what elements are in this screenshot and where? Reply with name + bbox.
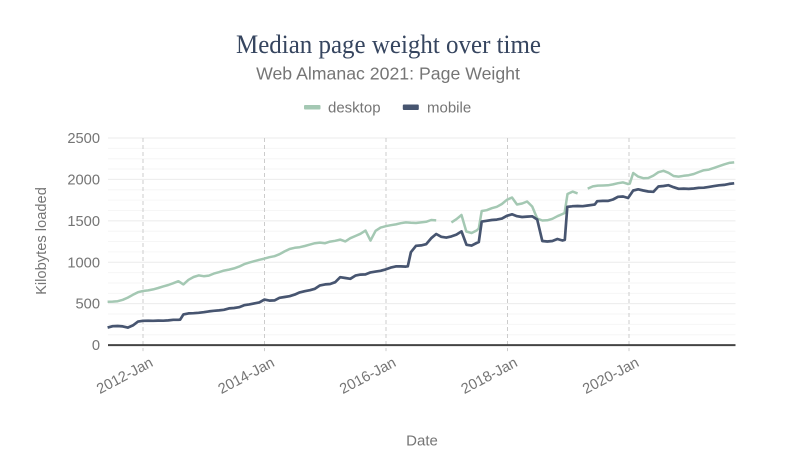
svg-text:desktop: desktop: [328, 100, 381, 117]
svg-text:Kilobytes loaded: Kilobytes loaded: [34, 187, 50, 295]
svg-text:1000: 1000: [67, 255, 100, 271]
svg-text:Date: Date: [406, 433, 438, 450]
svg-text:mobile: mobile: [427, 100, 471, 117]
svg-text:0: 0: [92, 338, 100, 354]
svg-text:1500: 1500: [67, 214, 100, 230]
svg-text:Median page weight over time: Median page weight over time: [236, 29, 541, 59]
svg-text:2000: 2000: [67, 172, 100, 188]
svg-text:500: 500: [75, 297, 100, 313]
svg-text:2500: 2500: [67, 131, 100, 147]
svg-text:Web Almanac 2021: Page Weight: Web Almanac 2021: Page Weight: [256, 63, 520, 83]
